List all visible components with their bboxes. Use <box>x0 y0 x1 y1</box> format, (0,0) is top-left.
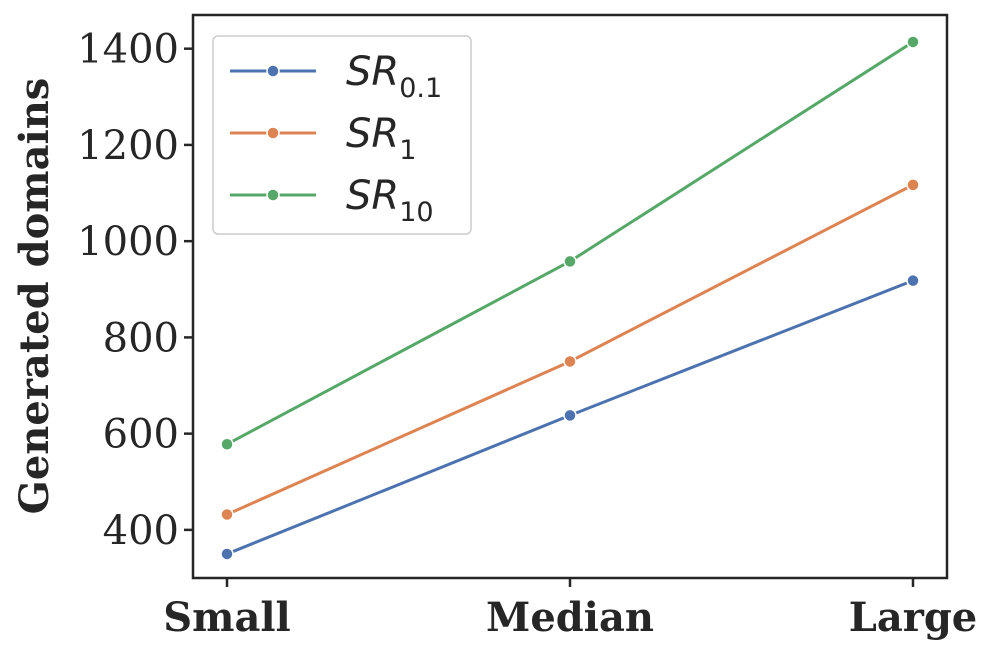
legend-swatch-marker <box>266 126 280 140</box>
data-point <box>220 507 234 522</box>
data-point <box>906 35 920 49</box>
legend-swatch-marker <box>266 188 280 202</box>
y-axis: 400 600 800 1000 1200 1400 <box>77 27 193 554</box>
data-point <box>906 273 920 288</box>
y-tick-label: 400 <box>103 508 179 554</box>
data-point <box>220 547 234 561</box>
legend-label-base: SR <box>346 173 399 219</box>
legend-label: SR0.1 <box>346 49 442 104</box>
legend-label: SR1 <box>346 111 416 166</box>
data-point <box>563 254 577 269</box>
legend-label: SR10 <box>346 173 434 228</box>
data-point <box>220 437 234 451</box>
x-axis: Small Median Large <box>163 578 977 641</box>
x-tick-label: Large <box>849 594 978 641</box>
x-tick-label: Small <box>163 594 291 641</box>
series-lines <box>220 35 920 561</box>
legend-label-base: SR <box>346 111 399 157</box>
data-point <box>563 354 577 369</box>
y-tick-label: 600 <box>103 412 179 458</box>
legend-label-subscript: 1 <box>399 135 416 166</box>
data-point <box>563 408 577 423</box>
legend-label-subscript: 10 <box>399 197 433 228</box>
x-tick-label: Median <box>486 594 654 641</box>
legend-box <box>212 35 472 235</box>
y-tick-label: 1400 <box>77 27 179 73</box>
legend-label-base: SR <box>346 49 399 95</box>
legend-label-subscript: 0.1 <box>399 73 442 104</box>
legend-swatch-marker <box>266 64 280 78</box>
y-tick-label: 1000 <box>77 219 179 265</box>
y-tick-label: 800 <box>103 315 179 361</box>
data-point <box>906 178 920 192</box>
y-axis-title: Generated domains <box>11 78 58 515</box>
y-tick-label: 1200 <box>77 123 179 169</box>
